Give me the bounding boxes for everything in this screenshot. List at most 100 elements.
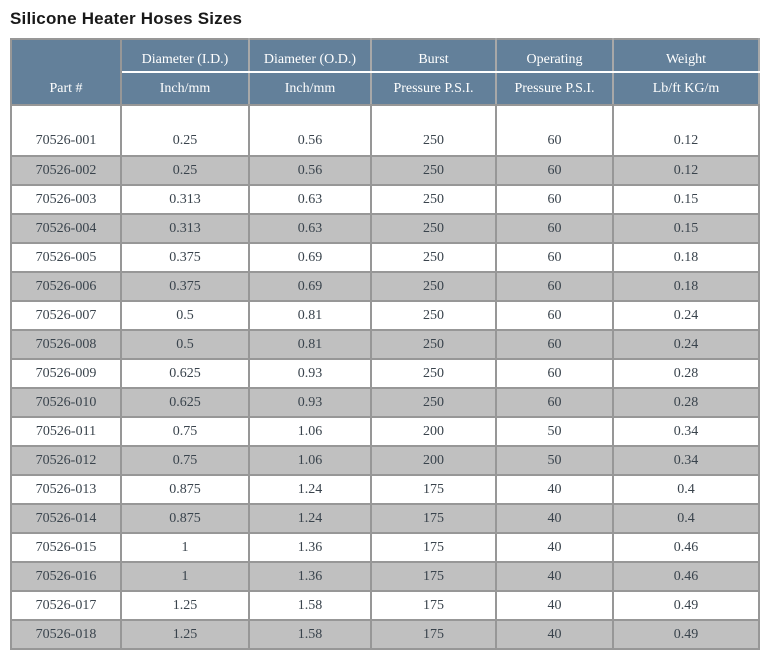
cell-diameter-od: 0.69 bbox=[248, 271, 372, 302]
cell-part: 70526-002 bbox=[10, 155, 122, 186]
table-row: 70526-008 0.5 0.81 250 60 0.24 bbox=[10, 329, 760, 360]
table-row: 70526-003 0.313 0.63 250 60 0.15 bbox=[10, 184, 760, 215]
cell-operating-psi: 50 bbox=[495, 445, 614, 476]
table-row: 70526-013 0.875 1.24 175 40 0.4 bbox=[10, 474, 760, 505]
column-unit-diameter-id: Inch/mm bbox=[120, 71, 250, 106]
cell-diameter-id: 0.25 bbox=[120, 104, 250, 157]
cell-weight: 0.46 bbox=[612, 532, 760, 563]
cell-operating-psi: 40 bbox=[495, 503, 614, 534]
cell-operating-psi: 60 bbox=[495, 387, 614, 418]
column-header-burst: Burst bbox=[370, 38, 497, 73]
cell-diameter-id: 0.5 bbox=[120, 300, 250, 331]
cell-diameter-id: 0.25 bbox=[120, 155, 250, 186]
cell-operating-psi: 40 bbox=[495, 619, 614, 650]
table-body: 70526-001 0.25 0.56 250 60 0.12 70526-002 0.25 0… bbox=[10, 104, 760, 650]
cell-part: 70526-005 bbox=[10, 242, 122, 273]
cell-burst-psi: 175 bbox=[370, 503, 497, 534]
cell-diameter-od: 0.81 bbox=[248, 300, 372, 331]
cell-weight: 0.49 bbox=[612, 590, 760, 621]
column-header-diameter-id: Diameter (I.D.) bbox=[120, 38, 250, 73]
cell-part: 70526-015 bbox=[10, 532, 122, 563]
cell-weight: 0.28 bbox=[612, 387, 760, 418]
cell-part: 70526-003 bbox=[10, 184, 122, 215]
table-row: 70526-005 0.375 0.69 250 60 0.18 bbox=[10, 242, 760, 273]
cell-weight: 0.15 bbox=[612, 184, 760, 215]
cell-part: 70526-006 bbox=[10, 271, 122, 302]
table-row: 70526-014 0.875 1.24 175 40 0.4 bbox=[10, 503, 760, 534]
cell-weight: 0.18 bbox=[612, 242, 760, 273]
table-row: 70526-009 0.625 0.93 250 60 0.28 bbox=[10, 358, 760, 389]
cell-weight: 0.46 bbox=[612, 561, 760, 592]
cell-operating-psi: 50 bbox=[495, 416, 614, 447]
table-row: 70526-007 0.5 0.81 250 60 0.24 bbox=[10, 300, 760, 331]
cell-part: 70526-007 bbox=[10, 300, 122, 331]
cell-weight: 0.4 bbox=[612, 503, 760, 534]
cell-burst-psi: 250 bbox=[370, 104, 497, 157]
cell-diameter-id: 0.313 bbox=[120, 184, 250, 215]
cell-weight: 0.24 bbox=[612, 300, 760, 331]
cell-diameter-od: 1.24 bbox=[248, 474, 372, 505]
cell-burst-psi: 200 bbox=[370, 416, 497, 447]
cell-diameter-od: 0.93 bbox=[248, 387, 372, 418]
column-header-part: Part # bbox=[10, 38, 122, 106]
header-row-units: Inch/mm Inch/mm Pressure P.S.I. Pressure… bbox=[11, 71, 760, 106]
cell-diameter-od: 0.81 bbox=[248, 329, 372, 360]
cell-diameter-id: 0.375 bbox=[120, 271, 250, 302]
cell-diameter-id: 0.313 bbox=[120, 213, 250, 244]
cell-operating-psi: 40 bbox=[495, 590, 614, 621]
table-row: 70526-016 1 1.36 175 40 0.46 bbox=[10, 561, 760, 592]
cell-part: 70526-009 bbox=[10, 358, 122, 389]
cell-weight: 0.12 bbox=[612, 155, 760, 186]
cell-burst-psi: 175 bbox=[370, 619, 497, 650]
cell-diameter-id: 1.25 bbox=[120, 590, 250, 621]
table-row: 70526-010 0.625 0.93 250 60 0.28 bbox=[10, 387, 760, 418]
table-row: 70526-006 0.375 0.69 250 60 0.18 bbox=[10, 271, 760, 302]
cell-weight: 0.34 bbox=[612, 416, 760, 447]
table-row: 70526-002 0.25 0.56 250 60 0.12 bbox=[10, 155, 760, 186]
cell-weight: 0.34 bbox=[612, 445, 760, 476]
cell-burst-psi: 250 bbox=[370, 300, 497, 331]
cell-part: 70526-008 bbox=[10, 329, 122, 360]
cell-burst-psi: 250 bbox=[370, 184, 497, 215]
table-row: 70526-001 0.25 0.56 250 60 0.12 bbox=[10, 104, 760, 157]
cell-operating-psi: 60 bbox=[495, 184, 614, 215]
column-header-weight: Weight bbox=[612, 38, 760, 73]
cell-diameter-id: 0.875 bbox=[120, 474, 250, 505]
table-row: 70526-018 1.25 1.58 175 40 0.49 bbox=[10, 619, 760, 650]
hose-sizes-table: Part # Diameter (I.D.) Diameter (O.D.) B… bbox=[10, 38, 760, 650]
cell-weight: 0.49 bbox=[612, 619, 760, 650]
cell-weight: 0.12 bbox=[612, 104, 760, 157]
cell-weight: 0.18 bbox=[612, 271, 760, 302]
column-header-operating: Operating bbox=[495, 38, 614, 73]
cell-burst-psi: 175 bbox=[370, 474, 497, 505]
cell-weight: 0.28 bbox=[612, 358, 760, 389]
cell-burst-psi: 175 bbox=[370, 532, 497, 563]
column-header-diameter-od: Diameter (O.D.) bbox=[248, 38, 372, 73]
cell-weight: 0.24 bbox=[612, 329, 760, 360]
cell-operating-psi: 40 bbox=[495, 474, 614, 505]
cell-operating-psi: 40 bbox=[495, 532, 614, 563]
cell-diameter-od: 0.63 bbox=[248, 213, 372, 244]
cell-diameter-id: 1 bbox=[120, 561, 250, 592]
cell-diameter-id: 1 bbox=[120, 532, 250, 563]
cell-operating-psi: 60 bbox=[495, 242, 614, 273]
cell-operating-psi: 60 bbox=[495, 104, 614, 157]
cell-diameter-od: 1.58 bbox=[248, 619, 372, 650]
cell-part: 70526-016 bbox=[10, 561, 122, 592]
cell-part: 70526-011 bbox=[10, 416, 122, 447]
cell-diameter-id: 1.25 bbox=[120, 619, 250, 650]
cell-burst-psi: 250 bbox=[370, 213, 497, 244]
cell-operating-psi: 40 bbox=[495, 561, 614, 592]
cell-diameter-od: 1.06 bbox=[248, 445, 372, 476]
cell-diameter-id: 0.625 bbox=[120, 387, 250, 418]
cell-diameter-od: 1.36 bbox=[248, 532, 372, 563]
cell-part: 70526-012 bbox=[10, 445, 122, 476]
cell-burst-psi: 200 bbox=[370, 445, 497, 476]
table-row: 70526-015 1 1.36 175 40 0.46 bbox=[10, 532, 760, 563]
cell-operating-psi: 60 bbox=[495, 358, 614, 389]
cell-diameter-od: 0.63 bbox=[248, 184, 372, 215]
cell-diameter-id: 0.375 bbox=[120, 242, 250, 273]
cell-diameter-id: 0.875 bbox=[120, 503, 250, 534]
cell-diameter-od: 1.06 bbox=[248, 416, 372, 447]
